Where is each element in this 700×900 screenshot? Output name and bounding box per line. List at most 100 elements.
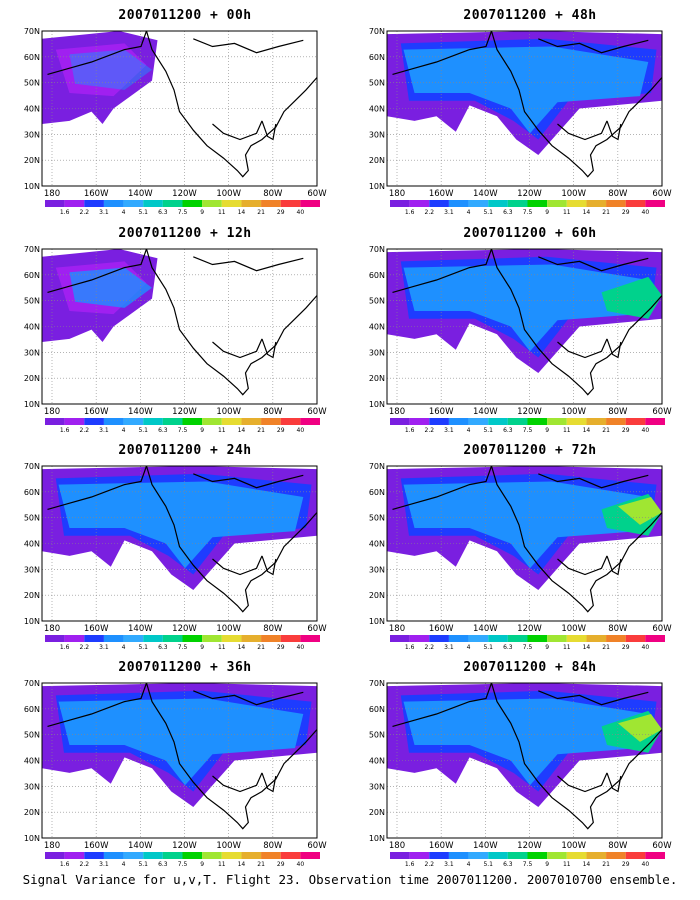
lat-label: 60N: [24, 271, 40, 280]
map-plot: 70N 60N 50N 40N 30N 20N 10N 180 160W 140W 120W 100W…: [24, 679, 327, 868]
lat-label: 40N: [369, 105, 385, 114]
lon-label: 120W: [517, 407, 542, 417]
colorbar-level: 2.2: [425, 427, 435, 434]
colorbar-swatch: [221, 200, 242, 207]
colorbar-swatch: [488, 418, 508, 425]
lon-label: 180: [389, 841, 405, 851]
lon-label: 120W: [517, 841, 542, 851]
colorbar-level: 1.6: [60, 644, 70, 651]
colorbar-level: 11: [563, 861, 571, 868]
lon-label: 160W: [429, 624, 454, 634]
colorbar-level: 14: [238, 861, 246, 868]
lat-label: 50N: [24, 731, 40, 740]
colorbar-swatch: [202, 200, 222, 207]
colorbar-swatch: [241, 852, 262, 859]
colorbar-level: 3.1: [99, 861, 109, 868]
lon-label: 80W: [263, 841, 283, 851]
colorbar-level: 6.3: [503, 427, 513, 434]
lat-label: 10N: [369, 617, 385, 626]
colorbar-swatch: [527, 418, 548, 425]
colorbar-swatch: [103, 635, 124, 642]
colorbar-level: 29: [622, 209, 630, 216]
lat-label: 30N: [24, 565, 40, 574]
lon-label: 120W: [172, 189, 197, 199]
colorbar-swatch: [162, 418, 183, 425]
coastline: [47, 248, 318, 396]
lat-label: 10N: [369, 834, 385, 843]
colorbar-swatch: [202, 418, 222, 425]
colorbar-swatch: [409, 635, 430, 642]
colorbar-swatch: [45, 418, 65, 425]
colorbar-swatch: [241, 418, 262, 425]
colorbar-level: 4: [467, 209, 471, 216]
colorbar-level: 2.2: [80, 644, 90, 651]
colorbar: 1.6 2.2 3.1 4 5.1 6.3 7.5 9 11 14 21 29 40: [45, 635, 320, 651]
lat-label: 70N: [369, 245, 385, 254]
colorbar-level: 1.6: [405, 209, 415, 216]
colorbar-swatch: [202, 852, 222, 859]
colorbar-swatch: [488, 852, 508, 859]
lon-label: 180: [389, 624, 405, 634]
lat-label: 50N: [369, 731, 385, 740]
colorbar-swatch: [84, 635, 104, 642]
colorbar-swatch: [586, 852, 607, 859]
colorbar-level: 1.6: [405, 861, 415, 868]
panel-title: 2007011200 + 48h: [463, 8, 597, 23]
panel-84h: 2007011200 + 84h 70N 60N 50N 40N 30N 20N 10N 18…: [369, 660, 690, 875]
lon-label: 160W: [84, 841, 109, 851]
colorbar-swatch: [280, 635, 301, 642]
colorbar-level: 11: [563, 427, 571, 434]
colorbar-swatch: [221, 852, 242, 859]
lon-label: 60W: [307, 189, 327, 199]
colorbar-level: 11: [218, 861, 226, 868]
colorbar: 1.6 2.2 3.1 4 5.1 6.3 7.5 9 11 14 21 29 40: [390, 852, 665, 868]
colorbar-swatch: [468, 200, 489, 207]
figure-caption: Signal Variance for u,v,T. Flight 23. Ob…: [22, 872, 678, 887]
colorbar-level: 29: [277, 644, 285, 651]
colorbar-swatch: [182, 418, 203, 425]
colorbar-level: 9: [200, 644, 204, 651]
colorbar-level: 5.1: [138, 209, 148, 216]
colorbar-swatch: [625, 635, 646, 642]
signal-shading: [387, 683, 662, 807]
colorbar-swatch: [409, 418, 430, 425]
signal-shading: [42, 683, 317, 807]
colorbar-level: 7.5: [523, 861, 533, 868]
lon-label: 60W: [307, 841, 327, 851]
colorbar-swatch: [300, 418, 320, 425]
colorbar-level: 6.3: [503, 861, 513, 868]
colorbar-level: 40: [297, 427, 305, 434]
panel-title: 2007011200 + 84h: [463, 660, 597, 675]
colorbar-swatch: [261, 418, 281, 425]
lat-label: 10N: [369, 400, 385, 409]
colorbar-level: 6.3: [503, 644, 513, 651]
colorbar-level: 11: [563, 644, 571, 651]
lat-label: 60N: [24, 53, 40, 62]
colorbar-level: 3.1: [99, 209, 109, 216]
coastline: [392, 465, 663, 613]
colorbar-level: 4: [467, 427, 471, 434]
colorbar-swatch: [448, 852, 469, 859]
colorbar-swatch: [488, 635, 508, 642]
colorbar-swatch: [488, 200, 508, 207]
lat-label: 70N: [24, 462, 40, 471]
colorbar-level: 14: [583, 427, 591, 434]
colorbar-level: 11: [218, 209, 226, 216]
colorbar-swatch: [566, 200, 587, 207]
colorbar-level: 40: [297, 861, 305, 868]
colorbar-level: 2.2: [425, 861, 435, 868]
colorbar-swatch: [162, 200, 183, 207]
panel-60h: 2007011200 + 60h 70N 60N 50N 40N 30N 20N 10N 18…: [369, 226, 690, 441]
colorbar-level: 5.1: [483, 209, 493, 216]
colorbar-swatch: [103, 200, 124, 207]
colorbar-level: 11: [218, 427, 226, 434]
colorbar-level: 7.5: [523, 644, 533, 651]
colorbar-level: 21: [257, 209, 265, 216]
lat-label: 40N: [24, 105, 40, 114]
lon-label: 180: [44, 624, 60, 634]
colorbar-level: 4: [122, 861, 126, 868]
colorbar-swatch: [507, 852, 528, 859]
colorbar-level: 21: [602, 861, 610, 868]
colorbar-level: 9: [545, 861, 549, 868]
signal-shading: [387, 31, 662, 155]
